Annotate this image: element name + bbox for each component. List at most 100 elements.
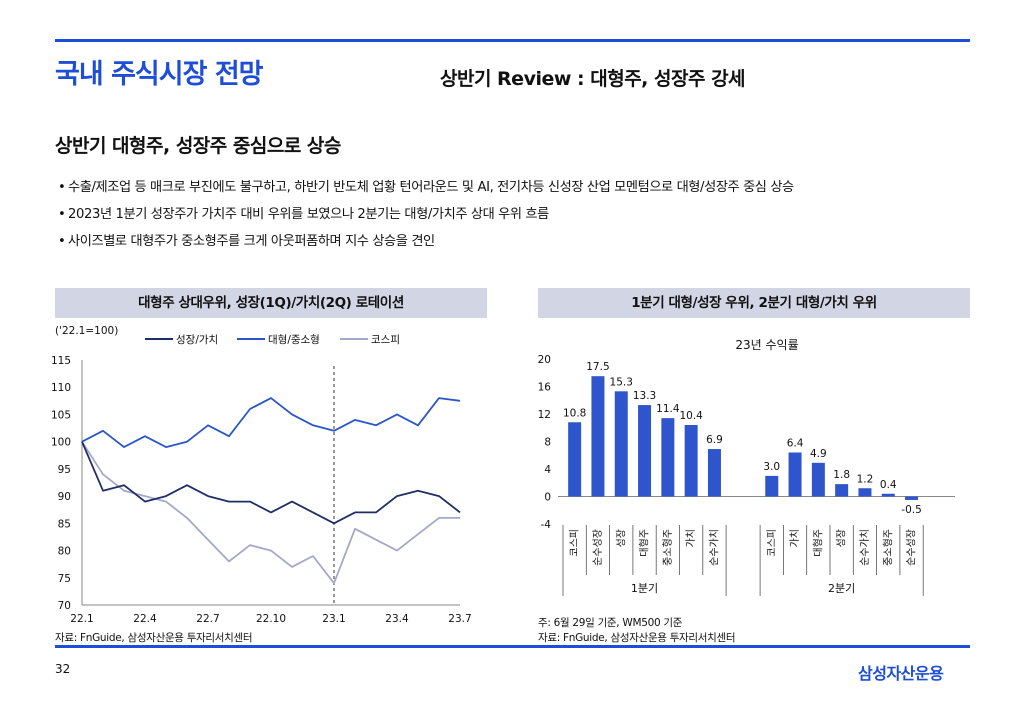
data-label: 10.4 [679,410,703,422]
bar [638,405,652,497]
y-tick-label: 95 [58,464,71,476]
x-tick-label: 23.4 [385,613,409,625]
y-tick-label: 115 [51,355,71,367]
bullet-item: • 사이즈별로 대형주가 중소형주를 크게 아웃퍼폼하며 지수 상승을 견인 [58,230,794,257]
x-tick-label: 22.4 [133,613,157,625]
bar [707,449,721,497]
data-label: 11.4 [656,403,680,415]
group-label: 2분기 [828,582,855,595]
x-tick-label: 22.1 [70,613,93,625]
data-label: 15.3 [610,376,633,388]
y-tick-label: 0 [544,492,551,504]
bar [568,422,582,497]
category-label: 순수성장 [906,529,918,566]
category-label: 중소형주 [882,529,894,566]
legend-label: 성장/가치 [176,334,218,346]
line-chart: ('22.1=100) 70 75 80 85 90 95 100 105 110 115 22.1 2… [51,325,472,625]
data-label: -0.5 [901,504,922,516]
category-label: 가치 [789,529,801,547]
y-tick-label: 4 [544,464,551,476]
bullet-dot-icon: • [58,180,66,195]
bar [765,475,779,497]
y-tick-label: 100 [51,437,71,449]
data-label: 6.4 [787,438,804,450]
category-label: 코스피 [569,529,581,557]
series-line [81,441,461,525]
bar [881,493,895,497]
bullet-item: • 2023년 1분기 성장주가 가치주 대비 우위를 보였으나 2분기는 대형/… [58,203,794,230]
data-label: 0.4 [880,479,897,491]
y-tick-label: 105 [51,409,71,421]
bar [905,496,919,500]
series-line [81,441,460,585]
right-footnote: 주: 6월 29일 기준, WM500 기준 [538,617,683,629]
section-heading: 상반기 대형주, 성장주 중심으로 상승 [55,135,341,157]
category-label: 대형주 [639,529,651,557]
unit-label: ('22.1=100) [55,325,118,337]
category-label: 가치 [685,529,697,547]
category-label: 성장 [836,529,848,547]
y-tick-label: -4 [541,519,552,531]
page-title: 국내 주식시장 전망 [55,59,264,90]
bar [788,452,802,497]
data-label: 1.8 [833,469,850,481]
y-tick-label: 12 [538,409,551,421]
group-label: 1분기 [631,582,658,595]
bar-chart-title: 23년 수익률 [735,338,798,352]
y-tick-label: 8 [544,437,551,449]
y-tick-label: 20 [538,354,551,366]
bullet-text: 2023년 1분기 성장주가 가치주 대비 우위를 보였으나 2분기는 대형/가… [68,207,549,222]
page-number: 32 [55,662,71,676]
y-tick-label: 70 [58,600,71,612]
data-label: 4.9 [810,448,827,460]
category-label: 중소형주 [662,529,674,566]
x-tick-label: 23.7 [448,613,471,625]
bullet-dot-icon: • [58,234,66,249]
bar [835,484,849,497]
y-tick-label: 110 [51,382,71,394]
right-source-note: 자료: FnGuide, 삼성자산운용 투자리서치센터 [538,632,736,644]
top-divider [55,39,970,42]
bullet-item: • 수출/제조업 등 매크로 부진에도 불구하고, 하반기 반도체 업황 턴어라운… [58,176,794,203]
bar [684,425,698,497]
page-subtitle: 상반기 Review : 대형주, 성장주 강세 [440,68,746,90]
category-label: 순수가치 [859,529,871,566]
y-tick-label: 80 [58,546,71,558]
y-tick-label: 90 [58,491,71,503]
y-tick-label: 16 [538,382,552,394]
bar-chart: 23년 수익률 -4 0 4 8 12 16 20 10.8 코스피 17.5 순수성장 15.3 성장 1… [538,338,955,596]
bar [614,391,628,497]
left-source-note: 자료: FnGuide, 삼성자산운용 투자리서치센터 [55,632,253,644]
y-tick-label: 75 [58,573,71,585]
bar [811,462,825,497]
bar [858,488,872,497]
data-label: 3.0 [763,461,780,473]
data-label: 13.3 [633,390,656,402]
category-label: 순수가치 [708,529,720,566]
bar [661,418,675,497]
x-tick-label: 22.7 [196,613,219,625]
series-line [81,397,461,448]
category-label: 성장 [615,529,627,547]
bottom-divider [55,645,970,648]
category-label: 코스피 [766,529,778,557]
category-label: 순수성장 [592,529,604,566]
bar [591,376,605,497]
left-panel-heading: 대형주 상대우위, 성장(1Q)/가치(2Q) 로테이션 [55,288,487,318]
bullet-text: 수출/제조업 등 매크로 부진에도 불구하고, 하반기 반도체 업황 턴어라운드… [68,180,794,195]
data-label: 1.2 [857,473,874,485]
data-label: 6.9 [706,434,723,446]
legend-label: 대형/중소형 [268,334,320,346]
legend-label: 코스피 [371,334,400,346]
y-tick-label: 85 [58,518,71,530]
bullet-list: • 수출/제조업 등 매크로 부진에도 불구하고, 하반기 반도체 업황 턴어라운… [58,176,794,257]
bullet-dot-icon: • [58,207,66,222]
data-label: 10.8 [563,407,586,419]
x-tick-label: 22.10 [256,613,286,625]
brand-logo-text: 삼성자산운용 [858,664,944,683]
data-label: 17.5 [586,361,609,373]
right-panel-heading: 1분기 대형/성장 우위, 2분기 대형/가치 우위 [538,288,970,318]
bullet-text: 사이즈별로 대형주가 중소형주를 크게 아웃퍼폼하며 지수 상승을 견인 [68,234,435,249]
category-label: 대형주 [812,529,824,557]
x-tick-label: 23.1 [322,613,345,625]
